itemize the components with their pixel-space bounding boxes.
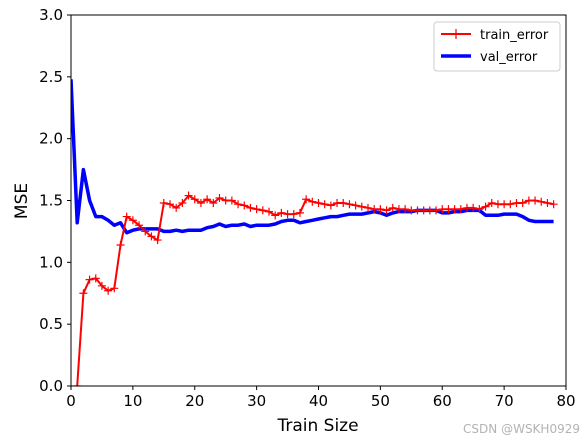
train-error-point — [240, 201, 249, 210]
legend-item-val-error: val_error — [441, 50, 538, 65]
train-error-point — [345, 200, 354, 209]
train-error-point — [128, 216, 137, 225]
legend-val-error-label: val_error — [480, 50, 538, 65]
x-tick-label: 60 — [433, 392, 452, 410]
x-tick-label: 20 — [185, 392, 204, 410]
x-tick-label: 50 — [371, 392, 390, 410]
train-error-point — [73, 382, 82, 386]
train-error-point — [506, 200, 515, 209]
train-error-point — [246, 203, 255, 212]
train-error-point — [91, 274, 100, 283]
train-error-point — [172, 203, 181, 212]
train-error-point — [141, 227, 150, 236]
train-error-point — [549, 200, 558, 209]
train-error-point — [135, 221, 144, 230]
train-error-point — [314, 198, 323, 207]
train-error-point — [531, 196, 540, 205]
train-error-point — [234, 200, 243, 209]
legend-train-error-label: train_error — [480, 28, 549, 43]
train-error-point — [320, 200, 329, 209]
train-error-point — [326, 201, 335, 210]
train-error-point — [401, 205, 410, 214]
train-error-point — [364, 203, 372, 212]
train-error-point — [184, 191, 193, 200]
train-error-point — [110, 284, 119, 293]
series-train-error — [73, 191, 558, 386]
train-error-point — [456, 205, 465, 214]
x-tick-label: 80 — [556, 392, 575, 410]
train-error-point — [79, 289, 88, 298]
train-error-point — [518, 198, 527, 207]
train-error-point — [203, 195, 212, 204]
train-error-point — [308, 197, 317, 206]
train-error-point — [487, 198, 496, 207]
train-error-point — [302, 195, 311, 204]
train-error-point — [153, 236, 162, 245]
y-axis-label: MSE — [12, 183, 32, 219]
train-error-point — [85, 275, 94, 284]
x-tick-label: 30 — [247, 392, 266, 410]
train-error-point — [147, 232, 156, 241]
train-error-point — [388, 203, 397, 212]
train-error-point — [376, 205, 385, 214]
train-error-point — [543, 198, 552, 207]
train-error-point — [252, 205, 261, 214]
y-tick-label: 0.5 — [39, 315, 63, 333]
train-error-point — [159, 198, 168, 207]
train-error-point — [104, 286, 113, 295]
x-tick-label: 40 — [309, 392, 328, 410]
train-error-point — [116, 241, 125, 250]
x-axis-label: Train Size — [276, 416, 358, 436]
x-tick-label: 0 — [66, 392, 76, 410]
train-error-point — [258, 206, 267, 215]
train-error-point — [382, 206, 391, 215]
x-axis-ticks: 0 10 20 30 40 50 60 70 80 — [66, 386, 576, 410]
train-error-point — [351, 201, 360, 210]
train-error-point — [469, 203, 478, 212]
x-tick-label: 70 — [495, 392, 514, 410]
train-error-point — [190, 195, 199, 204]
y-tick-label: 1.0 — [39, 253, 63, 271]
series-layer — [71, 79, 558, 386]
train-error-point — [227, 196, 236, 205]
train-error-point — [196, 198, 205, 207]
train-error-point — [122, 212, 131, 221]
train-error-point — [178, 198, 187, 207]
train-error-point — [289, 210, 298, 219]
train-error-point — [166, 200, 174, 209]
train-error-point — [339, 198, 348, 207]
train-error-point — [271, 211, 280, 220]
train-error-point — [265, 207, 273, 216]
train-error-point — [481, 202, 490, 211]
y-tick-label: 1.5 — [39, 192, 63, 210]
legend-train-error-marker — [451, 29, 461, 39]
train-error-point — [97, 281, 106, 290]
watermark-text: CSDN @WSKH0929 — [463, 422, 580, 436]
train-error-point — [537, 197, 546, 206]
y-tick-label: 2.5 — [39, 68, 63, 86]
train-error-point — [357, 202, 366, 211]
train-error-point — [475, 205, 484, 214]
train-error-point — [295, 208, 304, 217]
train-error-point — [209, 198, 218, 207]
legend-item-train-error: train_error — [441, 28, 549, 43]
train-error-point — [215, 194, 224, 203]
y-tick-label: 3.0 — [39, 6, 63, 24]
y-tick-label: 0.0 — [39, 377, 63, 395]
y-tick-label: 2.0 — [39, 130, 63, 148]
y-axis-ticks: 0.0 0.5 1.0 1.5 2.0 2.5 3.0 — [39, 6, 71, 395]
x-tick-label: 10 — [123, 392, 142, 410]
train-error-point — [277, 208, 286, 217]
legend: train_error val_error — [433, 21, 561, 72]
train-error-point — [432, 206, 441, 215]
